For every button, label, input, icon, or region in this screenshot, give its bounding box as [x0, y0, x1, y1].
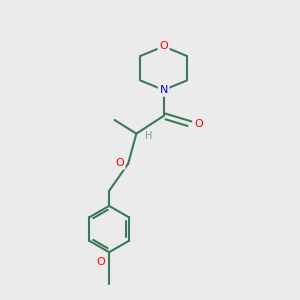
Text: N: N: [159, 85, 168, 95]
Text: O: O: [96, 257, 105, 267]
Text: H: H: [145, 131, 152, 141]
Text: O: O: [115, 158, 124, 168]
Text: O: O: [194, 119, 203, 129]
Text: O: O: [159, 41, 168, 51]
